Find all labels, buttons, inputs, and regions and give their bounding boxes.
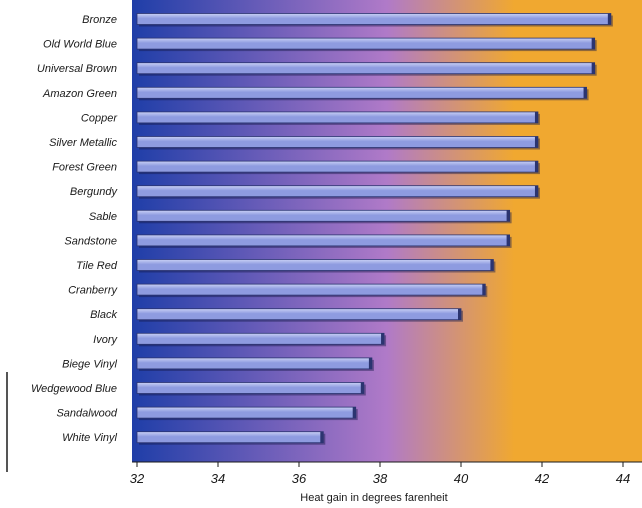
x-tick-label: 34	[211, 471, 225, 486]
category-label: Wedgewood Blue	[31, 383, 117, 395]
x-tick-label: 32	[130, 471, 145, 486]
bar-end-cap	[607, 13, 611, 25]
x-axis-title: Heat gain in degrees farenheit	[300, 492, 447, 504]
category-label: Sandalwood	[56, 408, 117, 420]
bar-end-cap	[506, 234, 510, 246]
bar-end-cap	[482, 284, 486, 296]
category-label: Bergundy	[70, 186, 119, 198]
bar-end-cap	[352, 407, 356, 419]
bar-end-cap	[490, 259, 494, 271]
bar	[136, 62, 596, 75]
category-label: Sable	[89, 211, 117, 223]
x-tick-label: 38	[373, 471, 388, 486]
bar	[136, 209, 511, 222]
category-label: Tile Red	[76, 260, 118, 272]
category-label: Biege Vinyl	[62, 358, 117, 370]
bar	[136, 37, 596, 50]
bar	[136, 160, 539, 173]
x-tick-label: 44	[616, 471, 630, 486]
bar-end-cap	[320, 431, 324, 443]
bar-end-cap	[368, 357, 372, 369]
bar	[136, 111, 539, 124]
bar-end-cap	[534, 136, 538, 148]
bar-end-cap	[583, 87, 587, 99]
bar	[136, 332, 385, 345]
category-label: Copper	[81, 112, 118, 124]
bar-end-cap	[458, 308, 461, 320]
category-label: Old World Blue	[43, 39, 117, 51]
category-label: Black	[90, 309, 117, 321]
bar-end-cap	[591, 62, 595, 74]
x-tick-label: 36	[292, 471, 307, 486]
category-label: White Vinyl	[62, 432, 117, 444]
bar	[136, 86, 587, 99]
x-tick-label: 42	[535, 471, 550, 486]
x-axis-ticks: 32 34 36 38 40 42 44	[130, 462, 630, 486]
bar-end-cap	[591, 38, 595, 50]
category-label: Sandstone	[64, 235, 117, 247]
bar-end-cap	[360, 382, 364, 394]
bar	[136, 406, 357, 419]
bar-end-cap	[381, 333, 385, 345]
bar	[136, 431, 324, 444]
category-label: Cranberry	[68, 285, 118, 297]
bar	[136, 136, 539, 148]
category-label: Bronze	[82, 14, 117, 26]
bars-group	[136, 13, 613, 445]
category-label: Silver Metallic	[49, 137, 117, 149]
category-labels: Bronze Old World Blue Universal Brown Amazo…	[31, 14, 119, 444]
bar-end-cap	[534, 111, 538, 123]
bar-end-cap	[534, 161, 538, 173]
bar	[136, 13, 612, 25]
bar	[136, 234, 511, 247]
bar	[136, 259, 494, 271]
bar	[136, 308, 462, 321]
bar	[136, 185, 539, 198]
bar-end-cap	[534, 185, 538, 197]
x-tick-label: 40	[454, 471, 469, 486]
category-label: Ivory	[93, 334, 118, 346]
bar	[136, 357, 373, 370]
bar	[136, 283, 486, 296]
category-label: Forest Green	[52, 162, 117, 174]
category-label: Universal Brown	[37, 63, 117, 75]
bar	[136, 382, 365, 394]
category-label: Amazon Green	[42, 88, 117, 100]
bar-end-cap	[506, 210, 510, 222]
